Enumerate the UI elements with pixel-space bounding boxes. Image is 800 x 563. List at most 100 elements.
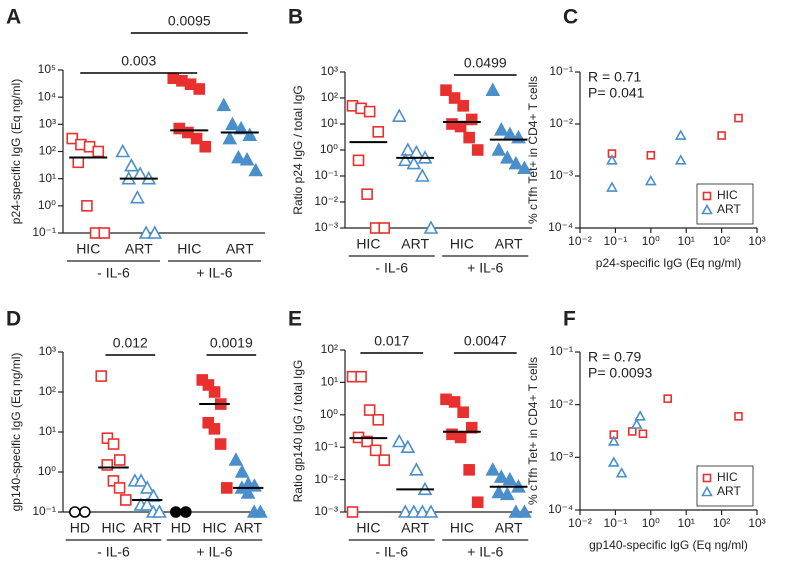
y-tick-label: 10⁰ [320,142,338,156]
p-value: 0.017 [374,333,409,349]
triangle-marker [400,439,416,454]
square-marker [190,132,203,145]
square-marker [202,416,215,429]
square-marker [214,438,227,450]
y-tick-label: 10⁻¹ [32,225,56,239]
annotation: R = 0.71 [588,69,642,85]
y-axis-label: % cTfh Tet+ in CD4+ T cells [526,76,540,224]
triangle-marker [139,480,155,494]
x-tick-label: 10⁻¹ [604,234,628,248]
triangle-marker [674,154,687,165]
category-label: HIC [101,520,125,536]
y-axis-label: % cTfh Tet+ in CD4+ T cells [526,357,540,505]
triangle-marker [409,462,424,476]
square-marker [378,454,391,466]
y-tick-label: 10⁻¹ [549,344,573,358]
square-marker [361,435,373,448]
y-tick-label: 10¹ [39,171,56,185]
legend-box [696,465,754,507]
square-marker [471,496,484,509]
y-tick-label: 10³ [39,117,56,131]
y-tick-label: 10⁴ [37,89,56,103]
square-marker [457,406,469,419]
panel-letter: E [288,308,302,331]
y-tick-label: 10⁵ [38,62,56,76]
triangle-marker [397,152,413,167]
triangle-marker [517,160,532,174]
triangle-marker [606,154,618,165]
y-tick-label: 10⁰ [320,407,338,421]
square-marker [448,92,461,104]
triangle-marker [485,82,501,96]
triangle-marker [240,485,256,499]
y-tick-label: 10⁻³ [314,504,338,518]
triangle-marker [493,469,509,483]
triangle-marker [485,462,501,476]
panel-letter: A [6,6,21,29]
square-marker [646,151,656,160]
x-axis-label: gp140-specific IgG (Eq ng/ml) [589,538,748,552]
square-marker [448,396,461,408]
y-tick-label: 10¹ [321,116,338,130]
square-marker [182,126,194,139]
square-marker [355,370,367,383]
square-marker [454,431,467,444]
square-marker [101,459,114,471]
category-label: HIC [450,520,474,536]
square-marker [638,429,648,439]
category-label: ART [401,236,429,252]
circle-marker [170,506,182,518]
square-marker [440,84,452,96]
group-label: + IL-6 [467,544,503,560]
p-value: 0.0019 [210,335,253,351]
group-label: + IL-6 [196,265,232,281]
x-tick-label: 10⁻¹ [604,516,628,530]
triangle-marker [400,142,416,156]
x-tick-label: 10⁰ [642,516,660,530]
square-marker [199,140,212,153]
category-label: ART [234,520,262,536]
square-marker [702,473,712,483]
y-tick-label: 10¹ [39,424,56,438]
y-axis-label: Ratio p24 IgG / total IgG [291,85,305,214]
triangle-marker [701,203,713,215]
square-marker [193,83,206,95]
square-marker [663,394,672,403]
triangle-marker [133,473,149,487]
y-tick-label: 10⁻¹ [32,504,56,518]
square-marker [463,131,475,144]
annotation: P= 0.041 [588,85,645,101]
square-marker [107,438,120,450]
triangle-marker [606,181,618,192]
category-label: ART [226,241,254,257]
p-value: 0.012 [113,335,148,351]
triangle-marker [216,97,232,112]
y-tick-label: 10⁻¹ [314,168,338,182]
x-tick-label: 10² [713,234,730,248]
y-tick-label: 10⁻¹ [314,439,338,453]
y-tick-label: 10⁻² [549,397,573,411]
y-axis-label: gp140-specific IgG (Eq ng/ml) [9,353,23,512]
legend-label: ART [717,202,741,216]
triangle-marker [234,464,250,478]
legend-label: ART [717,484,741,498]
triangle-marker [415,168,430,182]
triangle-marker [491,484,507,499]
y-tick-label: 10⁻³ [314,220,338,234]
triangle-marker [634,410,647,421]
triangle-marker [139,497,155,511]
square-marker [208,386,221,398]
x-tick-label: 10¹ [678,234,695,248]
square-marker [107,475,120,487]
triangle-marker [242,127,258,141]
y-tick-label: 10¹ [321,375,338,389]
triangle-marker [502,471,518,486]
y-tick-label: 10⁰ [38,464,56,478]
triangle-marker [124,158,139,172]
legend-label: HIC [717,470,738,484]
triangle-marker [225,116,240,131]
legend-label: HIC [717,188,738,202]
square-marker [72,156,85,169]
panel-letter: C [563,6,578,29]
square-marker [372,414,385,426]
